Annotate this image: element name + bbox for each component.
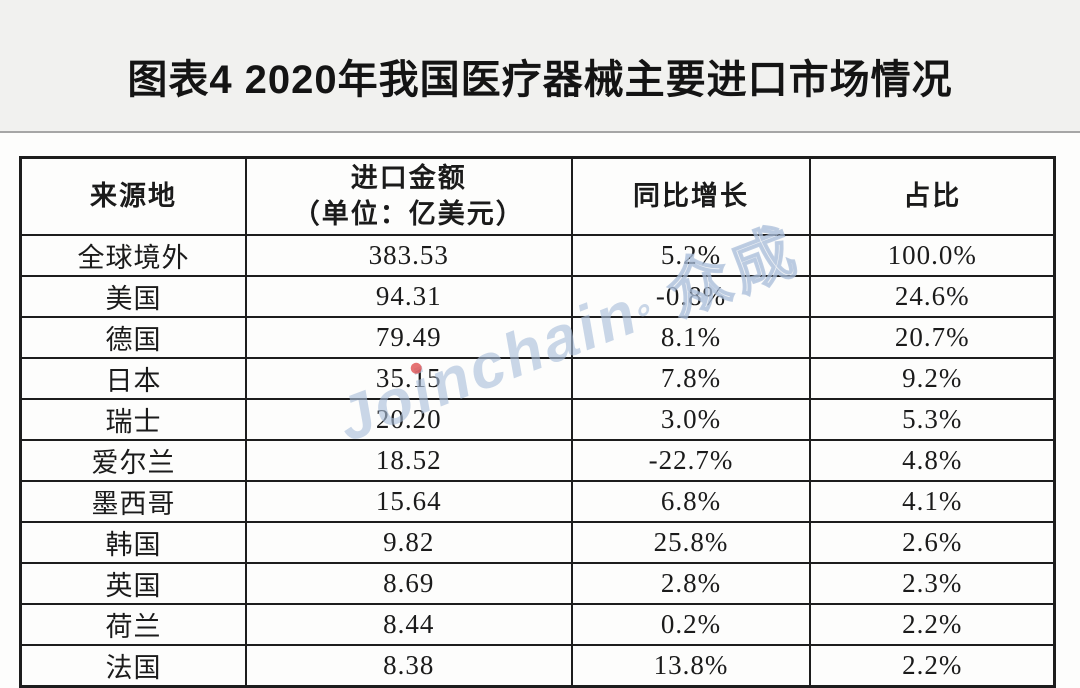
yoy-cell: -0.8% [570,275,812,318]
column-header-yoy: 同比增长 [570,156,812,236]
source-cell: 墨西哥 [19,480,247,523]
source-cell: 韩国 [19,521,247,564]
share-cell: 100.0% [809,234,1056,277]
source-cell: 美国 [19,275,247,318]
share-cell: 2.2% [809,644,1056,688]
share-cell: 2.2% [809,603,1056,646]
table-row: 美国 94.31 -0.8% 24.6% [19,275,1056,318]
share-cell: 4.8% [809,439,1056,482]
title-band: 图表4 2020年我国医疗器械主要进口市场情况 [0,0,1080,133]
share-cell: 2.6% [809,521,1056,564]
page-title: 图表4 2020年我国医疗器械主要进口市场情况 [127,57,953,102]
yoy-cell: 6.8% [570,480,812,523]
share-cell: 20.7% [809,316,1056,359]
amount-cell: 35.15 [244,357,573,400]
table-row: 法国 8.38 13.8% 2.2% [19,644,1056,688]
share-cell: 4.1% [809,480,1056,523]
amount-cell: 94.31 [244,275,573,318]
amount-cell: 383.53 [244,234,573,277]
share-cell: 2.3% [809,562,1056,605]
amount-cell: 18.52 [244,439,573,482]
yoy-cell: 0.2% [570,603,812,646]
share-cell: 24.6% [809,275,1056,318]
share-cell: 9.2% [809,357,1056,400]
amount-cell: 8.44 [244,603,573,646]
amount-cell: 79.49 [244,316,573,359]
yoy-cell: 5.2% [570,234,812,277]
source-cell: 英国 [19,562,247,605]
table-row: 日本 35.15 7.8% 9.2% [19,357,1056,400]
source-cell: 瑞士 [19,398,247,441]
amount-cell: 15.64 [244,480,573,523]
amount-cell: 8.69 [244,562,573,605]
table-row: 德国 79.49 8.1% 20.7% [19,316,1056,359]
yoy-cell: 13.8% [570,644,812,688]
table-row: 瑞士 20.20 3.0% 5.3% [19,398,1056,441]
amount-cell: 8.38 [244,644,573,688]
yoy-cell: 2.8% [570,562,812,605]
table-header: 来源地 进口金额 （单位：亿美元） 同比增长 占比 [19,156,1056,236]
source-cell: 德国 [19,316,247,359]
column-header-amount-label: 进口金额 [350,162,467,193]
column-header-source: 来源地 [19,156,247,236]
source-cell: 日本 [19,357,247,400]
table-row: 墨西哥 15.64 6.8% 4.1% [19,480,1056,523]
source-cell: 爱尔兰 [19,439,247,482]
source-cell: 法国 [19,644,247,688]
table-row: 全球境外 383.53 5.2% 100.0% [19,234,1056,277]
table-row: 英国 8.69 2.8% 2.3% [19,562,1056,605]
import-market-table: 来源地 进口金额 （单位：亿美元） 同比增长 占比 全球境外 383.53 5.… [19,156,1056,688]
yoy-cell: 25.8% [570,521,812,564]
column-header-amount-unit: （单位：亿美元） [292,198,525,229]
table-row: 韩国 9.82 25.8% 2.6% [19,521,1056,564]
yoy-cell: -22.7% [570,439,812,482]
amount-cell: 20.20 [244,398,573,441]
amount-cell: 9.82 [244,521,573,564]
yoy-cell: 7.8% [570,357,812,400]
table-body: 全球境外 383.53 5.2% 100.0% 美国 94.31 -0.8% 2… [19,234,1056,688]
source-cell: 荷兰 [19,603,247,646]
column-header-amount: 进口金额 （单位：亿美元） [244,156,573,236]
share-cell: 5.3% [809,398,1056,441]
header-row: 来源地 进口金额 （单位：亿美元） 同比增长 占比 [19,156,1056,236]
column-header-share: 占比 [809,156,1056,236]
source-cell: 全球境外 [19,234,247,277]
table-row: 爱尔兰 18.52 -22.7% 4.8% [19,439,1056,482]
yoy-cell: 8.1% [570,316,812,359]
yoy-cell: 3.0% [570,398,812,441]
table-row: 荷兰 8.44 0.2% 2.2% [19,603,1056,646]
